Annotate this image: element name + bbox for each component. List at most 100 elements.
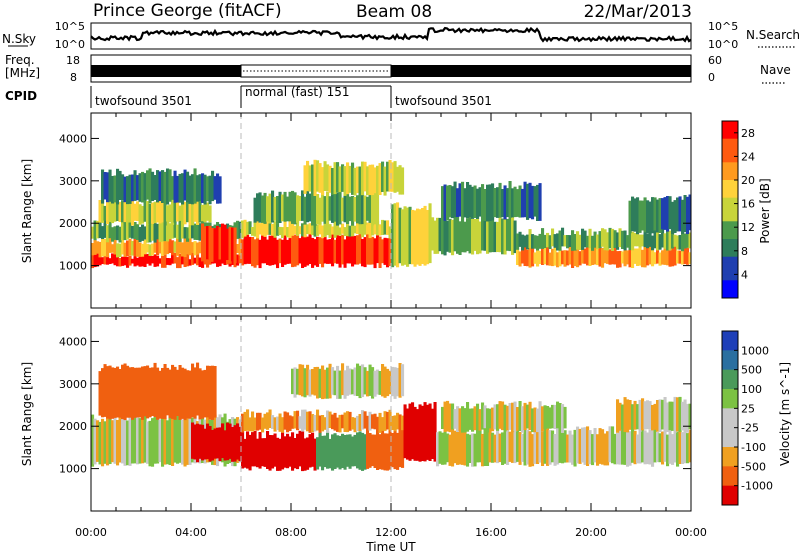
power-cell [298,238,302,264]
power-cell [496,221,500,252]
power-cell [593,246,597,265]
power-cell [276,223,280,236]
velocity-cell [478,409,482,431]
power-colorbar-swatch [722,292,738,299]
power-cell [113,251,117,266]
power-cell [296,232,300,266]
power-region-14 [516,227,691,252]
velocity-cell [548,407,552,429]
power-cell [673,244,677,266]
power-cell [646,200,650,234]
velocity-cell [223,430,227,461]
velocity-cell [183,368,187,421]
power-cell [443,184,447,221]
power-cell [556,233,560,251]
power-cell [143,226,147,240]
velocity-region-5 [366,427,405,471]
power-cell [161,220,165,242]
velocity-cell [266,412,270,430]
power-cell [211,170,215,202]
power-cell [218,227,222,260]
velocity-cell [401,364,405,397]
power-cell [311,223,315,236]
power-cell [603,245,607,264]
power-cell [106,199,110,225]
power-cell [526,234,530,250]
power-cell [121,220,125,241]
velocity-cell [683,427,687,464]
power-cell [151,243,155,256]
power-y-tick-label: 2000 [59,217,87,230]
velocity-cell [161,368,165,419]
cpid-segment-3: twofsound 3501 [395,94,492,108]
velocity-region-4 [316,430,367,471]
power-cell [546,245,550,266]
power-cell [331,233,335,267]
power-cell [408,206,412,265]
velocity-cell [298,364,302,396]
power-cell [163,203,167,226]
power-cell [651,249,655,267]
power-cell [373,191,377,225]
velocity-cell [163,418,167,465]
velocity-cell [121,364,125,420]
power-cell [133,253,137,267]
velocity-cell [373,413,377,430]
velocity-cell [168,416,172,465]
power-cell [396,202,400,268]
velocity-cell [596,434,600,466]
velocity-cell [166,420,170,465]
velocity-cell [333,433,337,469]
velocity-cell [276,416,280,431]
power-cell [656,229,660,251]
power-cell [686,229,690,248]
velocity-cell [383,366,387,398]
velocity-cell [668,428,672,464]
power-cell [483,189,487,221]
power-cell [381,239,385,264]
velocity-cell [481,433,485,467]
power-cell [173,199,177,223]
power-cell [178,173,182,203]
velocity-cell [378,412,382,433]
power-cell [651,197,655,234]
power-cell [461,216,465,253]
velocity-cell [113,417,117,464]
x-tick-label: 12:00 [375,526,407,539]
power-cell [376,235,380,264]
power-region-5 [201,223,237,264]
velocity-cell [681,401,685,431]
power-cell [183,227,187,239]
velocity-cell [281,432,285,470]
velocity-cell [326,367,330,399]
power-cell [363,237,367,268]
power-cell [681,249,685,265]
power-colorbar-swatch [722,244,738,252]
velocity-cell [348,411,352,431]
power-cell [241,220,245,239]
power-cell [241,239,245,266]
power-cell [163,239,167,255]
power-cell [538,233,542,249]
power-cell [631,231,635,251]
velocity-cell [291,432,295,471]
velocity-cell [396,412,400,430]
velocity-cell [598,428,602,464]
power-cell [316,194,320,225]
power-cell [326,223,330,236]
power-cell [633,232,637,247]
velocity-cell [506,405,510,431]
power-cell [196,198,200,225]
power-cell [661,250,665,265]
velocity-cell [571,434,575,465]
velocity-cell [651,405,655,431]
power-cell [363,161,367,192]
velocity-cell [148,420,152,467]
velocity-cell [661,431,665,465]
power-cell [171,220,175,239]
power-cell [686,196,690,234]
power-colorbar-swatch [722,174,738,181]
velocity-cell [623,397,627,432]
velocity-cell [248,434,252,471]
velocity-cell [656,432,660,463]
